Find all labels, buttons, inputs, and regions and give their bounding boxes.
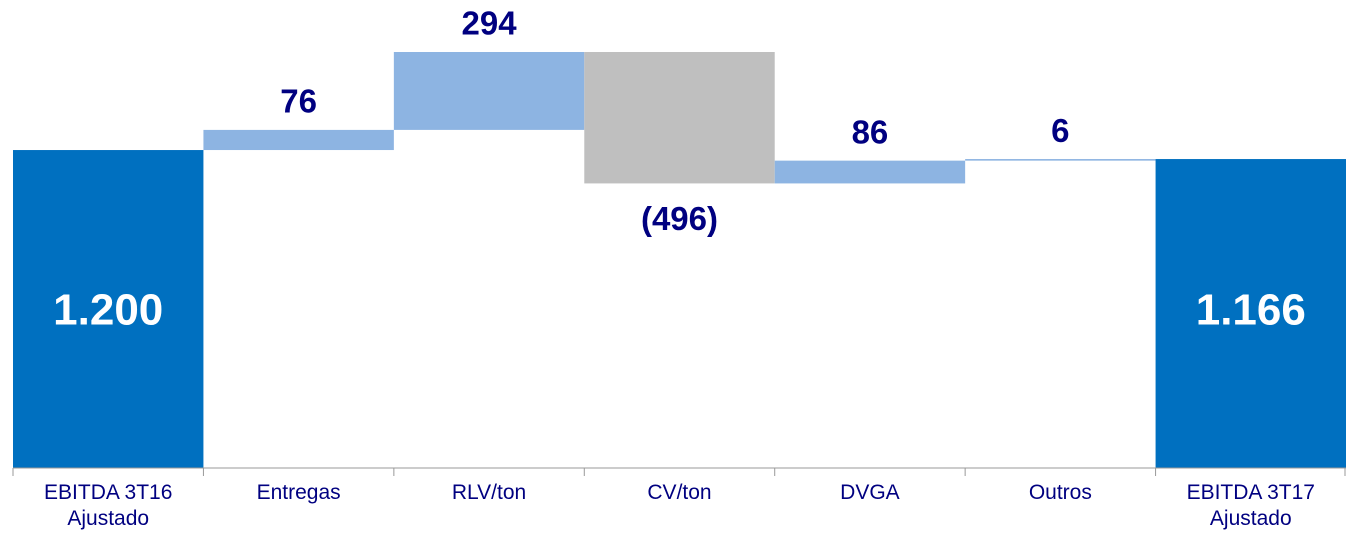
x-tick-label: DVGA (840, 481, 900, 504)
bar (203, 129, 394, 151)
value-label: (496) (641, 200, 718, 237)
x-tick-label: CV/ton (647, 481, 712, 504)
bar (1155, 159, 1346, 469)
x-tick-label: EBITDA 3T17 Ajustado (1186, 481, 1315, 530)
value-label: 76 (280, 83, 317, 120)
value-label: 1.166 (1196, 286, 1306, 335)
bar (13, 150, 204, 469)
value-label: 6 (1051, 112, 1069, 149)
x-tick-label: RLV/ton (451, 481, 527, 504)
x-tick-label: Entregas (256, 481, 341, 504)
bar (774, 160, 966, 184)
value-label: 294 (462, 5, 518, 42)
bar (584, 52, 775, 184)
bar (393, 52, 585, 130)
x-tick-label: Outros (1028, 481, 1092, 504)
value-label: 86 (852, 113, 889, 150)
x-tick-label: EBITDA 3T16 Ajustado (44, 481, 173, 530)
bar (965, 159, 1156, 161)
value-label: 1.200 (53, 286, 163, 335)
